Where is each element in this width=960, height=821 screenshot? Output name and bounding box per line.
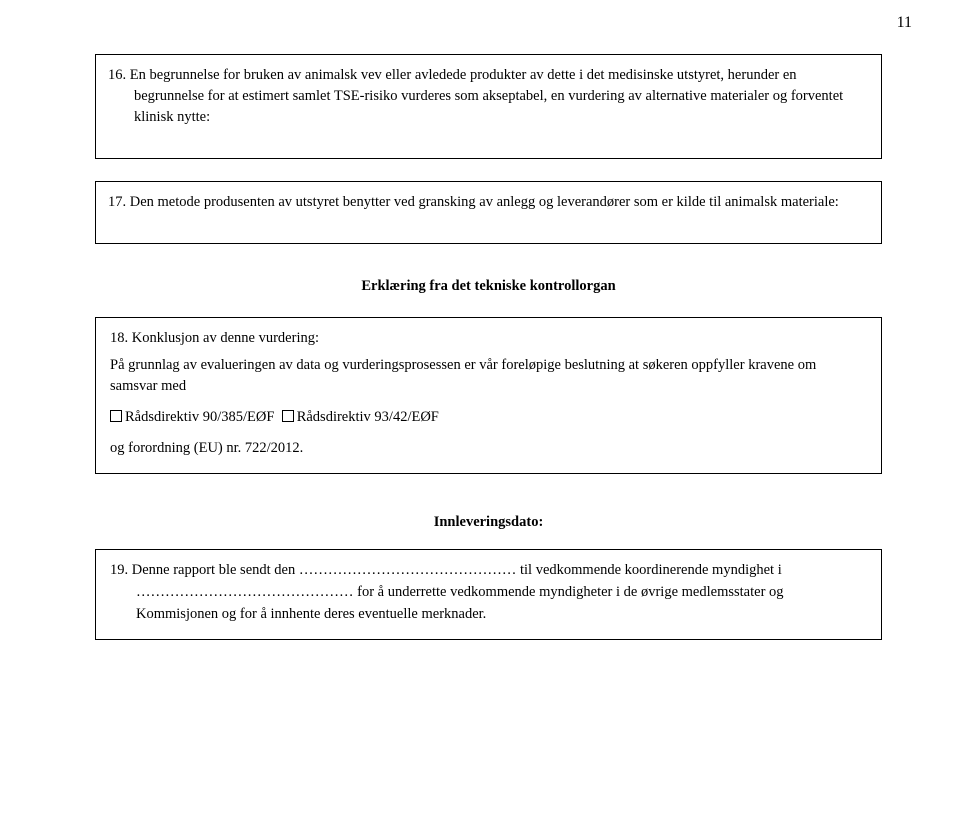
option-93-42: Rådsdirektiv 93/42/EØF [297,409,439,425]
section-19-line1b: til vedkommende koordinerende myndighet … [516,562,781,578]
section-18-last: og forordning (EU) nr. 722/2012. [110,438,867,459]
option-90-385: Rådsdirektiv 90/385/EØF [125,409,274,425]
section-19-line2: ……………………………………… for å underrette vedkomm… [136,584,784,622]
section-18-options: Rådsdirektiv 90/385/EØF Rådsdirektiv 93/… [110,407,867,428]
checkbox-icon [110,410,122,422]
section-16-box: 16. En begrunnelse for bruken av animals… [95,54,882,159]
section-18-box: 18. Konklusjon av denne vurdering: På gr… [95,317,882,474]
section-16-number: 16. [108,67,126,83]
section-17-text: 17. Den metode produsenten av utstyret b… [108,192,869,213]
page-number: 11 [897,14,912,32]
section-17-box: 17. Den metode produsenten av utstyret b… [95,181,882,244]
section-19-box: 19. Denne rapport ble sendt den ……………………… [95,549,882,640]
heading-innlevering: Innleveringsdato: [95,514,882,531]
section-18-intro: 18. Konklusjon av denne vurdering: [110,328,867,349]
section-18-number: 18. [110,330,128,346]
section-19-number: 19. [110,562,128,578]
section-19-line1a: Denne rapport ble sendt den ………………………………… [132,562,517,578]
section-17-number: 17. [108,194,126,210]
section-16-body: En begrunnelse for bruken av animalsk ve… [130,67,843,125]
section-17-body: Den metode produsenten av utstyret benyt… [130,194,839,210]
section-18-paragraph: På grunnlag av evalueringen av data og v… [110,355,867,397]
section-18-title: Konklusjon av denne vurdering: [132,330,319,346]
checkbox-icon [282,410,294,422]
heading-erklaering: Erklæring fra det tekniske kontrollorgan [95,278,882,295]
document-page: 11 16. En begrunnelse for bruken av anim… [0,0,960,821]
section-16-text: 16. En begrunnelse for bruken av animals… [108,65,869,128]
section-19-text: 19. Denne rapport ble sendt den ……………………… [110,560,867,625]
